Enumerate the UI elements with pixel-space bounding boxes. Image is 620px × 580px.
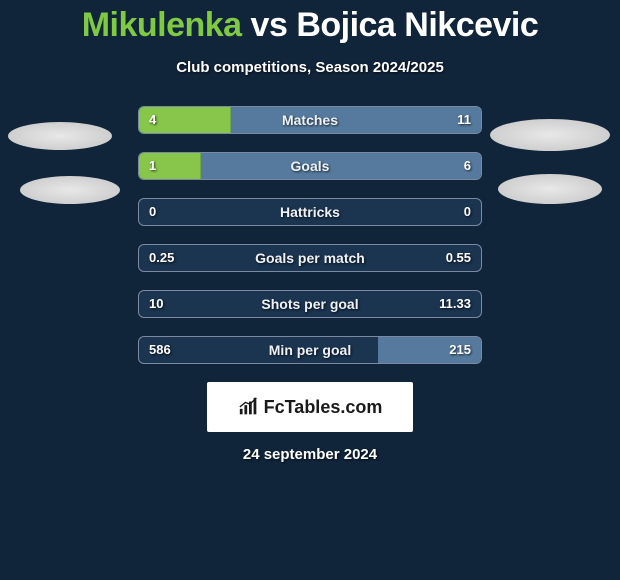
logo-box: FcTables.com <box>207 382 413 432</box>
stat-label: Hattricks <box>139 199 481 225</box>
chart-icon <box>238 396 260 418</box>
ellipse-icon <box>498 174 602 204</box>
stat-label: Shots per goal <box>139 291 481 317</box>
stat-row: 4Matches11 <box>138 106 482 134</box>
stat-row: 1Goals6 <box>138 152 482 180</box>
stat-value-right: 0.55 <box>446 245 471 271</box>
stat-row: 586Min per goal215 <box>138 336 482 364</box>
stat-row: 0Hattricks0 <box>138 198 482 226</box>
ellipse-icon <box>20 176 120 204</box>
subtitle: Club competitions, Season 2024/2025 <box>0 59 620 76</box>
player1-name: Mikulenka <box>82 6 242 44</box>
ellipse-icon <box>8 122 112 150</box>
stat-label: Goals <box>139 153 481 179</box>
page-title: Mikulenka vs Bojica Nikcevic <box>0 0 620 45</box>
ellipse-icon <box>490 119 610 151</box>
logo-text: FcTables.com <box>264 397 383 418</box>
stat-value-right: 11.33 <box>439 291 471 317</box>
stat-label: Goals per match <box>139 245 481 271</box>
stat-label: Matches <box>139 107 481 133</box>
vs-text: vs <box>251 6 288 44</box>
stat-row: 0.25Goals per match0.55 <box>138 244 482 272</box>
stat-row: 10Shots per goal11.33 <box>138 290 482 318</box>
stat-value-right: 11 <box>457 107 471 133</box>
stats-list: 4Matches11 1Goals6 0Hattricks0 0.25Goals pe… <box>138 106 482 364</box>
stat-value-right: 215 <box>449 337 471 363</box>
stat-value-right: 6 <box>464 153 471 179</box>
stat-value-right: 0 <box>464 199 471 225</box>
player2-name: Bojica Nikcevic <box>296 6 538 44</box>
date-text: 24 september 2024 <box>0 446 620 463</box>
stat-label: Min per goal <box>139 337 481 363</box>
